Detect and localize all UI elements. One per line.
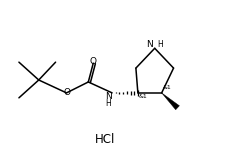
Text: N: N [146, 40, 153, 49]
Text: H: H [158, 40, 164, 49]
Text: &1: &1 [163, 85, 171, 90]
Text: H: H [105, 99, 111, 108]
Text: O: O [90, 57, 97, 66]
Text: N: N [105, 92, 111, 101]
Text: &1: &1 [139, 94, 148, 99]
Text: HCl: HCl [95, 133, 115, 146]
Polygon shape [162, 93, 179, 110]
Text: O: O [63, 88, 70, 97]
